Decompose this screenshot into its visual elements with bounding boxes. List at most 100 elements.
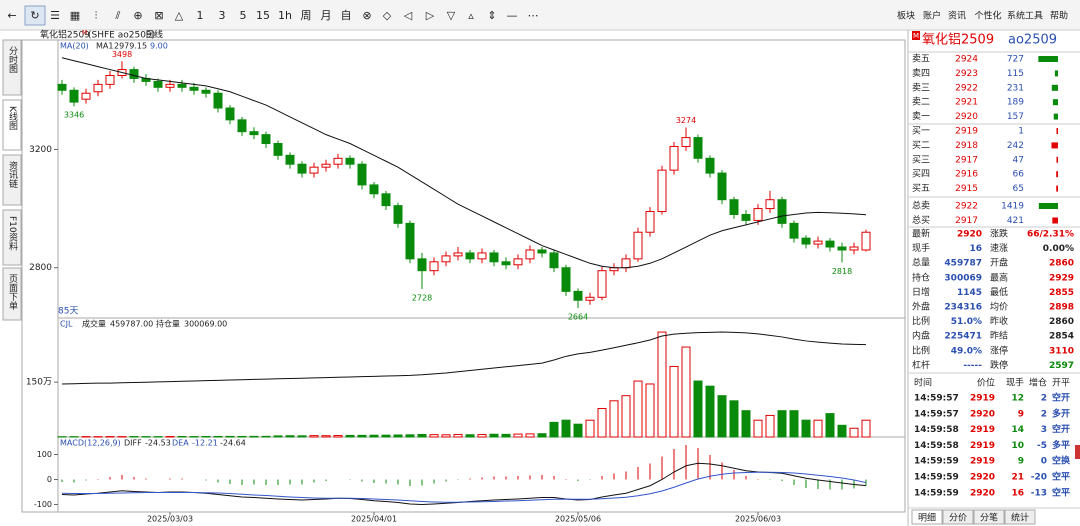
toolbar-button[interactable]: ◇ (383, 9, 392, 22)
side-tab-label[interactable]: 页面下单 (7, 274, 18, 311)
trade-cell: -5 (1037, 441, 1047, 451)
ask-bar (1053, 113, 1058, 120)
bottom-tab[interactable] (1004, 509, 1036, 525)
toolbar-button[interactable]: 5 (240, 9, 247, 22)
trade-cell: 空开 (1052, 423, 1070, 435)
book-label: 买四 (912, 169, 930, 180)
menu-item[interactable]: 资讯 (948, 11, 966, 22)
candle-body (597, 270, 607, 298)
candle-body (777, 199, 787, 224)
menu-item[interactable]: 账户 (923, 10, 941, 22)
toolbar-button[interactable]: ⫽ (115, 9, 121, 22)
candle-body (813, 240, 823, 245)
selected-tool (24, 5, 46, 26)
bottom-tab-label[interactable]: 明细 (918, 512, 936, 524)
toolbar-button[interactable]: ⫶ (95, 9, 98, 22)
toolbar-button[interactable]: 3 (219, 9, 226, 22)
stat-value: 66/2.31% (1027, 230, 1074, 240)
trade-cell: 2919 (970, 441, 995, 451)
toolbar-button[interactable]: 周 (301, 9, 312, 22)
volume-bar (285, 435, 295, 438)
toolbar-button[interactable]: ☰ (50, 9, 60, 22)
stat-value: 49.0% (951, 346, 982, 356)
side-tab[interactable] (2, 39, 22, 96)
trade-cell: 21 (1011, 473, 1024, 483)
book-volume: 231 (1007, 83, 1024, 93)
volume-bar (225, 435, 235, 438)
bottom-tab-label[interactable]: 分笔 (980, 512, 998, 524)
candle-body (177, 83, 187, 88)
bottom-tab-label[interactable]: 分价 (949, 513, 967, 524)
bottom-tab-label[interactable]: 统计 (1011, 512, 1029, 524)
toolbar-button[interactable]: ▷ (426, 9, 435, 22)
side-tab[interactable] (2, 99, 22, 151)
toolbar-button[interactable]: ▽ (447, 9, 456, 22)
bottom-tab[interactable] (942, 509, 974, 525)
candle-body (249, 131, 259, 136)
toolbar-button[interactable]: ◁ (404, 9, 413, 22)
toolbar-button[interactable]: ⇕ (487, 9, 496, 22)
toolbar-button[interactable]: ⊕ (133, 9, 142, 22)
toolbar-button[interactable]: 自 (341, 9, 352, 22)
toolbar-button[interactable]: △ (175, 9, 184, 22)
period[interactable]: 日线 (145, 29, 163, 41)
candle-body (645, 211, 655, 233)
symbol-code: (SHFE ao2509) (88, 31, 155, 41)
menu-item[interactable]: 个性化 (974, 10, 1001, 22)
toolbar-button[interactable]: 15 (256, 9, 270, 22)
side-tab[interactable] (2, 154, 22, 206)
volume-bar (825, 413, 835, 438)
volume-bar (585, 419, 595, 438)
menu-item[interactable]: 系统工具 (1007, 10, 1043, 22)
side-tab[interactable] (2, 209, 22, 266)
candle-body (741, 213, 751, 221)
book-price: 2923 (955, 69, 978, 79)
book-price: 2921 (955, 98, 978, 108)
candle-body (393, 205, 403, 224)
y-tick-label: 100 (37, 450, 52, 459)
menu-item[interactable]: 板块 (897, 10, 915, 22)
symbol: 氧化铝2509 (40, 29, 90, 41)
toolbar-button[interactable]: ↻ (30, 9, 39, 22)
book-label: 买五 (912, 183, 930, 194)
stat-value: 1145 (957, 288, 982, 298)
volume-bar (393, 434, 403, 438)
book-price: 2919 (955, 127, 978, 137)
candle-body (93, 83, 103, 93)
book-label: 卖三 (912, 82, 930, 93)
menu-item[interactable]: 帮助 (1050, 10, 1068, 22)
trade-column: 开平 (1052, 378, 1070, 389)
toolbar-button[interactable]: 1h (278, 9, 292, 22)
bottom-tab[interactable] (973, 509, 1005, 525)
volume-bar (249, 435, 259, 438)
toolbar-button[interactable]: ⊗ (362, 9, 371, 22)
trade-cell: 2919 (970, 425, 995, 435)
toolbar-button[interactable]: ⋯ (528, 9, 539, 22)
toolbar-button[interactable]: ▵ (468, 9, 474, 22)
side-tab-label[interactable]: K线图 (7, 106, 18, 131)
volume-bar (489, 433, 499, 438)
day-count: 85天 (58, 307, 78, 317)
side-tab-label[interactable]: F10资料 (7, 216, 18, 252)
price-annotation: 3346 (64, 111, 84, 120)
side-tab-label[interactable]: 资讯链 (7, 161, 18, 189)
toolbar-button[interactable]: 1 (197, 9, 204, 22)
toolbar-button[interactable]: — (507, 9, 518, 22)
candle-body (321, 163, 331, 168)
legend-value: -24.53 (145, 439, 171, 448)
toolbar-button[interactable]: 月 (321, 9, 332, 22)
toolbar-button[interactable]: ⊠ (154, 9, 163, 22)
candle-body (717, 172, 727, 201)
ask-bar (1038, 56, 1058, 62)
side-tab[interactable] (2, 267, 22, 321)
book-label: 总卖 (912, 200, 930, 212)
bottom-tab[interactable] (911, 509, 943, 525)
legend-name: MA1 (96, 42, 113, 51)
candle-body (633, 231, 643, 260)
stat-label: 跌停 (990, 359, 1008, 371)
toolbar-button[interactable]: ← (7, 9, 16, 22)
stat-label: 杠杆 (912, 359, 930, 371)
side-tab-label[interactable]: 分时图 (7, 46, 18, 74)
toolbar-button[interactable]: ▦ (70, 9, 80, 22)
